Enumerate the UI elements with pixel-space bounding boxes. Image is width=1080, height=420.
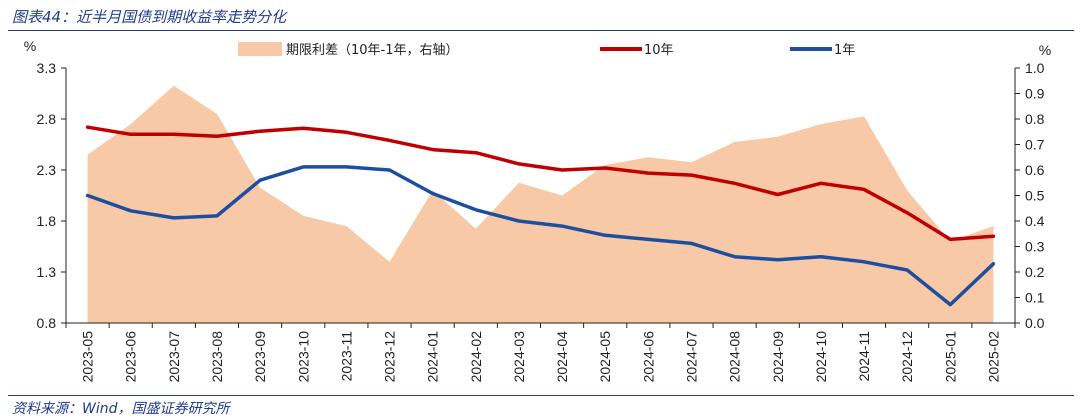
left-axis-unit: %	[24, 38, 36, 54]
legend-label-spread: 期限利差（10年-1年，右轴）	[286, 43, 459, 58]
source-divider	[8, 395, 1074, 396]
x-tick-label: 2023-08	[209, 331, 225, 383]
x-tick-label: 2023-11	[338, 331, 354, 382]
right-tick-label: 0.6	[1025, 162, 1045, 178]
left-tick-label: 0.8	[37, 315, 57, 331]
x-tick-label: 2025-01	[942, 331, 958, 383]
yield-chart: 3.3 2.8 2.3 1.8 1.3 0.8% 1.0 0.9 0.8 0.7 0.6 0.5 0.4…	[24, 38, 1051, 383]
right-tick-label: 0.4	[1025, 213, 1045, 229]
x-tick-label: 2024-10	[813, 331, 829, 383]
legend-swatch-spread	[238, 42, 282, 56]
right-tick-label: 0.8	[1025, 111, 1045, 127]
x-tick-label: 2024-09	[770, 331, 786, 383]
legend-label-10y: 10年	[644, 43, 674, 58]
legend-label-1y: 1年	[834, 43, 855, 58]
title-divider	[8, 30, 1074, 31]
x-tick-label: 2025-02	[985, 331, 1001, 383]
chart-title: 图表44：近半月国债到期收益率走势分化	[12, 8, 287, 26]
right-tick-label: 0.1	[1025, 290, 1045, 306]
left-tick-label: 2.8	[37, 111, 57, 127]
source-note: 资料来源：Wind，国盛证券研究所	[12, 401, 230, 417]
right-tick-label: 0.2	[1025, 264, 1045, 280]
right-tick-label: 1.0	[1025, 60, 1045, 76]
right-tick-label: 0.5	[1025, 188, 1045, 204]
x-tick-label: 2024-12	[899, 331, 915, 383]
x-tick-label: 2023-06	[123, 331, 139, 383]
x-tick-label: 2024-07	[683, 331, 699, 383]
x-tick-label: 2024-05	[597, 331, 613, 383]
x-tick-label: 2024-02	[468, 331, 484, 383]
series-1y-line	[85, 165, 996, 307]
spread-area	[87, 85, 994, 323]
x-tick-label: 2024-11	[856, 331, 872, 382]
x-tick-label: 2024-04	[554, 331, 570, 383]
x-tick-label: 2023-10	[295, 331, 311, 383]
right-tick-label: 0.0	[1025, 315, 1045, 331]
x-tick-label: 2023-12	[382, 331, 398, 383]
x-tick-label: 2024-03	[511, 331, 527, 383]
right-tick-label: 0.7	[1025, 137, 1045, 153]
x-tick-label: 2024-08	[727, 331, 743, 383]
left-tick-label: 2.3	[37, 162, 57, 178]
left-tick-label: 1.3	[37, 264, 57, 280]
series-10y-line	[85, 125, 996, 242]
x-tick-label: 2023-05	[80, 331, 96, 383]
left-tick-label: 3.3	[37, 60, 57, 76]
right-tick-label: 0.9	[1025, 86, 1045, 102]
right-axis-unit: %	[1039, 42, 1051, 58]
left-tick-label: 1.8	[37, 213, 57, 229]
x-tick-label: 2023-07	[166, 331, 182, 383]
title-bar: 图表44：近半月国债到期收益率走势分化	[8, 4, 1074, 31]
x-tick-label: 2024-01	[425, 331, 441, 383]
x-tick-label: 2024-06	[640, 331, 656, 383]
right-tick-label: 0.3	[1025, 239, 1045, 255]
x-tick-label: 2023-09	[252, 331, 268, 383]
